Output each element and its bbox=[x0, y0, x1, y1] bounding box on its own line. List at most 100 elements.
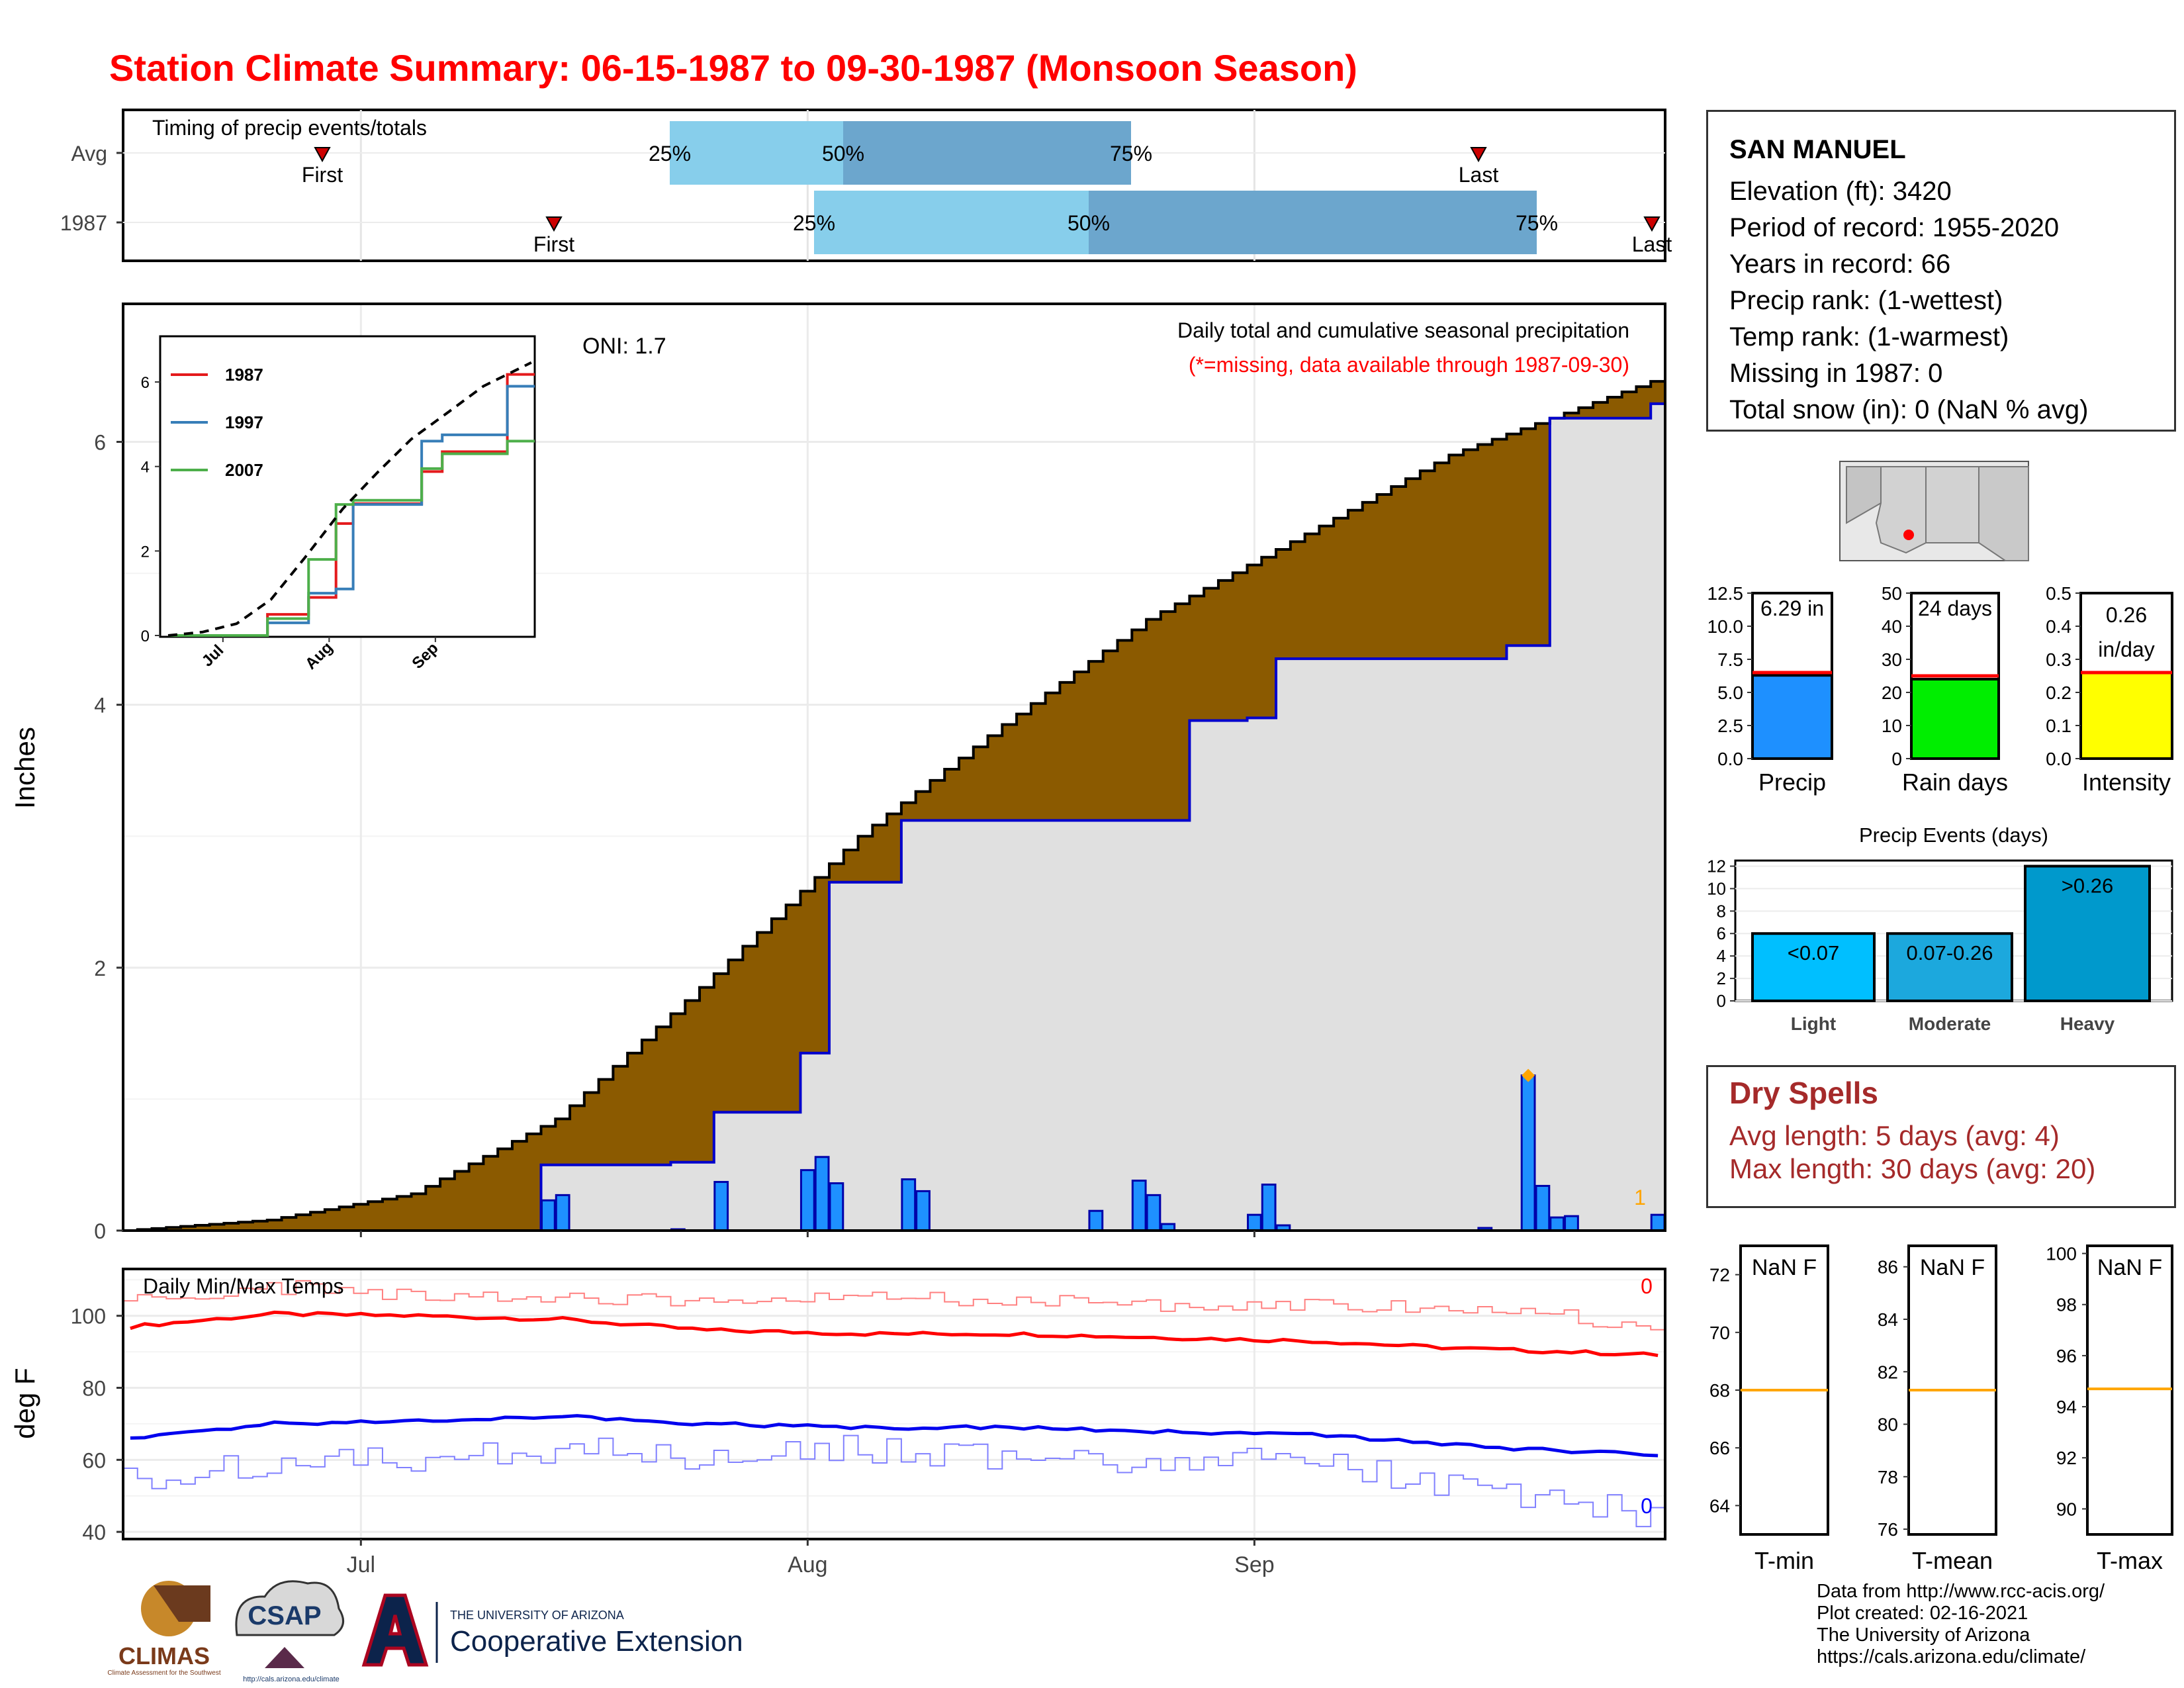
csap-logo-text: CSAP bbox=[248, 1601, 321, 1630]
tsum-ytick-label: 84 bbox=[1878, 1309, 1898, 1330]
tsum-xlabel: T-min bbox=[1754, 1547, 1814, 1574]
min-count-label: 0 bbox=[1641, 1494, 1653, 1518]
summary-ytick-label: 0.4 bbox=[2046, 616, 2071, 637]
main-legend-title: Daily total and cumulative seasonal prec… bbox=[1177, 318, 1629, 342]
dry-spells-avg: Avg length: 5 days (avg: 4) bbox=[1729, 1120, 2060, 1151]
summary-ytick-label: 12.5 bbox=[1707, 583, 1744, 604]
summary-ytick-label: 30 bbox=[1882, 649, 1902, 670]
inset-legend-label: 1997 bbox=[225, 412, 263, 432]
location-map bbox=[1839, 461, 2029, 561]
inset-ytick-label: 4 bbox=[141, 459, 150, 477]
station-period: Period of record: 1955-2020 bbox=[1729, 213, 2060, 242]
temp-plot-frame bbox=[122, 1268, 1666, 1540]
summary-value-label: 0.26 bbox=[2106, 603, 2147, 627]
daily-precip-bar bbox=[1650, 1213, 1666, 1232]
inset-ytick-label: 6 bbox=[141, 374, 150, 392]
daily-precip-bar bbox=[901, 1178, 917, 1232]
daily-precip-bar bbox=[1535, 1184, 1551, 1232]
timing-row-label: 1987 bbox=[60, 211, 107, 235]
summary-ytick-label: 2.5 bbox=[1717, 716, 1743, 736]
tsum-ytick-label: 94 bbox=[2056, 1397, 2077, 1417]
events-bar-text: >0.26 bbox=[2062, 874, 2113, 897]
credits: Data from http://www.rcc-acis.org/ Plot … bbox=[1817, 1581, 2105, 1668]
main-ytick-label: 2 bbox=[94, 957, 106, 980]
timing-bar-50-75 bbox=[1089, 191, 1537, 254]
events-bar-text: <0.07 bbox=[1788, 941, 1839, 964]
tsum-ytick-label: 86 bbox=[1878, 1257, 1898, 1278]
timing-title: Timing of precip events/totals bbox=[152, 116, 427, 140]
tsum-ytick-label: 98 bbox=[2056, 1295, 2077, 1315]
timing-p25-label: 25% bbox=[793, 211, 835, 235]
dry-spells-max: Max length: 30 days (avg: 20) bbox=[1729, 1153, 2096, 1184]
inset-ytick-label: 2 bbox=[141, 543, 150, 561]
inset-legend-label: 2007 bbox=[225, 460, 263, 480]
timing-bar-50-75 bbox=[843, 121, 1131, 185]
cumulative-precip-panel: 1 0 2 4 6 Inches ONI: 1.7 Daily total and cumul… bbox=[9, 303, 1666, 1243]
summary-bar-label: Precip bbox=[1758, 769, 1826, 796]
station-years: Years in record: 66 bbox=[1729, 250, 1951, 279]
daily-min-line bbox=[123, 1434, 1665, 1528]
daily-precip-bar bbox=[713, 1181, 729, 1232]
xtick-label: Sep bbox=[1234, 1552, 1275, 1577]
main-ytick-label: 4 bbox=[94, 694, 106, 718]
timing-last-marker bbox=[1643, 216, 1661, 232]
missing-note: (*=missing, data available through 1987-… bbox=[1189, 353, 1629, 377]
summary-ytick-label: 0 bbox=[1891, 749, 1902, 769]
summary-ytick-label: 7.5 bbox=[1717, 649, 1743, 670]
summary-value-label: 6.29 in bbox=[1760, 596, 1824, 620]
summary-ytick-label: 20 bbox=[1882, 682, 1902, 703]
page-title: Station Climate Summary: 06-15-1987 to 0… bbox=[109, 47, 1357, 89]
summary-ytick-label: 0.2 bbox=[2046, 682, 2071, 703]
temp-ytick-label: 100 bbox=[71, 1305, 106, 1329]
station-elevation: Elevation (ft): 3420 bbox=[1729, 177, 1952, 206]
inset-ytick-label: 0 bbox=[141, 628, 150, 645]
avg-cumulative-line bbox=[123, 380, 1665, 1232]
events-ytick-label: 2 bbox=[1717, 968, 1726, 988]
daily-temps-panel: 40 60 80 100 Jul Aug Sep Daily Min/Max Temps 0 0 d… bbox=[9, 1268, 1666, 1577]
summary-ytick-label: 0.5 bbox=[2046, 583, 2071, 604]
daily-precip-bar bbox=[799, 1169, 815, 1232]
temp-ylabel: deg F bbox=[9, 1368, 40, 1438]
daily-max-line bbox=[123, 1280, 1665, 1331]
station-name: SAN MANUEL bbox=[1729, 135, 1906, 164]
events-ytick-label: 4 bbox=[1717, 946, 1726, 966]
timing-p50-label: 50% bbox=[1068, 211, 1110, 235]
season-summary-bars: 0.0 2.5 5.0 7.5 10.0 12.5 6.29 in Precip 0 10 20 30… bbox=[1707, 583, 2173, 796]
daily-precip-bar bbox=[1247, 1213, 1262, 1232]
summary-ytick-label: 50 bbox=[1882, 583, 1902, 604]
tsum-ytick-label: 70 bbox=[1709, 1323, 1730, 1343]
timing-p25-label: 25% bbox=[649, 142, 691, 165]
events-ytick-label: 6 bbox=[1717, 923, 1726, 943]
oni-label: ONI: 1.7 bbox=[582, 334, 666, 359]
tsum-xlabel: T-max bbox=[2097, 1547, 2163, 1574]
tsum-ytick-label: 80 bbox=[1878, 1415, 1898, 1435]
tsum-ytick-label: 92 bbox=[2056, 1448, 2077, 1468]
summary-bar-Rain days bbox=[1910, 678, 2000, 760]
obs-cumulative-area bbox=[123, 403, 1665, 1231]
summary-bar-label: Rain days bbox=[1902, 769, 2008, 796]
events-title: Precip Events (days) bbox=[1859, 823, 2048, 847]
xtick-label: Aug bbox=[788, 1552, 828, 1577]
main-plot-frame bbox=[122, 303, 1666, 1232]
tsum-ytick-label: 90 bbox=[2056, 1499, 2077, 1519]
station-snow: Total snow (in): 0 (NaN % avg) bbox=[1729, 395, 2089, 424]
timing-last-label: Last bbox=[1459, 163, 1499, 187]
ua-logo-a bbox=[361, 1593, 429, 1667]
credit-data-source: Data from http://www.rcc-acis.org/ bbox=[1817, 1581, 2105, 1602]
events-xtick-label: Heavy bbox=[2060, 1013, 2115, 1034]
station-precip-rank: Precip rank: (1-wettest) bbox=[1729, 286, 2003, 315]
summary-ytick-label: 40 bbox=[1882, 616, 1902, 637]
credit-institution: The University of Arizona bbox=[1817, 1624, 2030, 1646]
temp-ytick-label: 80 bbox=[82, 1377, 106, 1401]
tsum-value-label: NaN F bbox=[2097, 1255, 2162, 1280]
events-ytick-label: 10 bbox=[1707, 878, 1726, 898]
tsum-ytick-label: 100 bbox=[2046, 1244, 2077, 1264]
summary-bar-Intensity bbox=[2079, 671, 2173, 760]
summary-ytick-label: 10.0 bbox=[1707, 616, 1744, 637]
events-bar-Moderate bbox=[1886, 932, 2013, 1002]
daily-precip-bar bbox=[814, 1156, 830, 1232]
tsum-value-label: NaN F bbox=[1920, 1255, 1985, 1280]
